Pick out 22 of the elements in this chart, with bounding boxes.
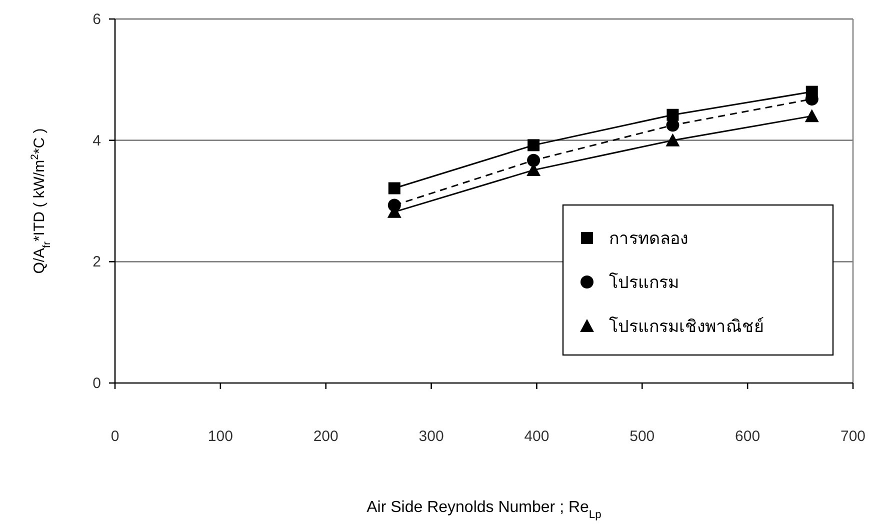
- x-tick-label: 200: [313, 428, 338, 445]
- point: [388, 182, 400, 194]
- point: [666, 118, 680, 132]
- legend-label: โปรแกรม: [609, 272, 679, 292]
- x-tick-label: 500: [630, 428, 655, 445]
- y-tick-label: 6: [92, 11, 101, 28]
- x-tick-label: 0: [110, 428, 120, 445]
- x-tick-label: 700: [840, 428, 866, 445]
- legend-label: การทดลอง: [609, 229, 688, 248]
- legend-label: โปรแกรมเชิงพาณิชย์: [609, 316, 764, 336]
- x-axis-title: Air Side Reynolds Number ; Re$_{Lp}$: [366, 499, 602, 521]
- point: [804, 109, 819, 122]
- y-tick-label: 4: [92, 132, 101, 150]
- point: [528, 139, 540, 152]
- y-tick-label: 0: [92, 375, 101, 392]
- point: [527, 154, 540, 167]
- x-tick-label: 100: [208, 428, 233, 445]
- x-tick-label: 600: [735, 428, 760, 445]
- point: [666, 133, 680, 146]
- x-tick-label: 300: [418, 428, 444, 445]
- x-tick-label: 400: [524, 428, 550, 445]
- y-tick-label: 2: [92, 254, 101, 271]
